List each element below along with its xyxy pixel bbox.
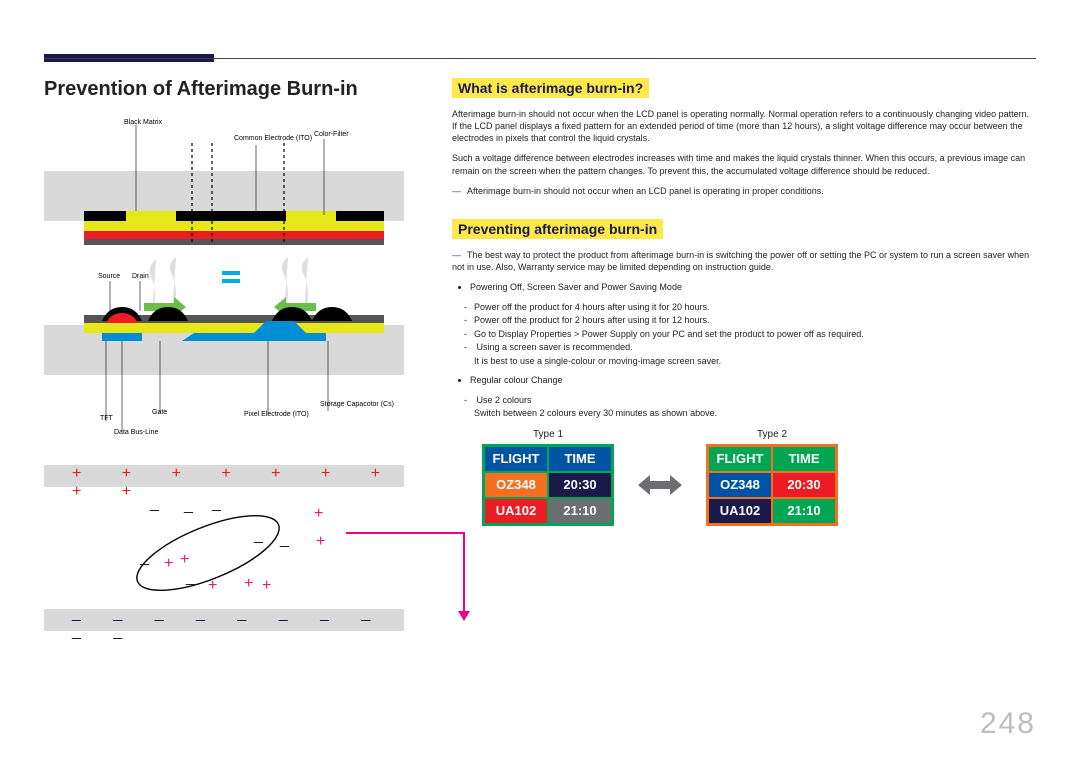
sub-list-2: Use 2 colours Switch between 2 colours e… — [452, 394, 1036, 421]
label-storage: Storage Capacotor (Cs) — [320, 401, 380, 408]
type2-label: Type 2 — [706, 429, 838, 440]
table-cell: 21:10 — [772, 498, 837, 525]
section1-dash: Afterimage burn-in should not occur when… — [452, 185, 1036, 197]
sub-list-1: Power off the product for 4 hours after … — [452, 301, 1036, 369]
section2-heading: Preventing afterimage burn-in — [452, 219, 663, 239]
table-cell: 20:30 — [548, 472, 613, 498]
charge-diagram: + + + + + + + + + _ _ _ + _ _ + _ + + _ … — [44, 465, 404, 655]
pink-arrow — [344, 525, 514, 625]
sub1a: Power off the product for 4 hours after … — [474, 301, 1036, 315]
bullet2: Regular colour Change — [470, 374, 1036, 388]
diagram-svg — [44, 115, 404, 461]
bullet-list-2: Regular colour Change — [452, 374, 1036, 388]
bullet-list-1: Powering Off, Screen Saver and Power Sav… — [452, 281, 1036, 295]
label-drain: Drain — [132, 273, 149, 280]
table-cell: UA102 — [708, 498, 773, 525]
label-common-electrode: Common Electrode (ITO) — [234, 135, 284, 142]
table-cell: 20:30 — [772, 472, 837, 498]
label-color-filter: Color-Filter — [314, 131, 349, 138]
sub2a-text: Use 2 colours — [477, 395, 532, 405]
sub2a-sub: Switch between 2 colours every 30 minute… — [474, 408, 717, 418]
table-cell: OZ348 — [708, 472, 773, 498]
type1-label: Type 1 — [482, 429, 614, 440]
flight-table-2: FLIGHTTIMEOZ34820:30UA10221:10 — [706, 444, 838, 526]
swap-arrow-icon — [638, 470, 682, 500]
sub1d: Using a screen saver is recommended. It … — [474, 341, 1036, 368]
sub1c: Go to Display Properties > Power Supply … — [474, 328, 1036, 342]
table-cell: TIME — [772, 445, 837, 472]
top-rule — [44, 58, 1036, 59]
label-pixel-electrode: Pixel Electrode (ITO) — [244, 411, 309, 418]
section1-heading: What is afterimage burn-in? — [452, 78, 649, 98]
section2-dash: The best way to protect the product from… — [452, 249, 1036, 273]
sub1d-text: Using a screen saver is recommended. — [477, 342, 633, 352]
label-black-matrix: Black Matrix — [124, 119, 162, 126]
table-cell: FLIGHT — [708, 445, 773, 472]
table-cell: UA102 — [484, 498, 549, 525]
label-tft: TFT — [100, 415, 113, 422]
right-column: What is afterimage burn-in? Afterimage b… — [452, 78, 1036, 655]
page-layout: Prevention of Afterimage Burn-in — [44, 78, 1036, 655]
type2-block: Type 2 FLIGHTTIMEOZ34820:30UA10221:10 — [706, 429, 838, 526]
table-cell: OZ348 — [484, 472, 549, 498]
lcd-cross-section-diagram: Black Matrix Common Electrode (ITO) Colo… — [44, 115, 404, 461]
sub1d-sub: It is best to use a single-colour or mov… — [474, 356, 721, 366]
section1-para2: Such a voltage difference between electr… — [452, 152, 1036, 176]
table-cell: 21:10 — [548, 498, 613, 525]
flight-tables-row: Type 1 FLIGHTTIMEOZ34820:30UA10221:10 Ty… — [482, 429, 1036, 526]
table-cell: TIME — [548, 445, 613, 472]
page-title: Prevention of Afterimage Burn-in — [44, 78, 424, 101]
bullet1: Powering Off, Screen Saver and Power Sav… — [470, 281, 1036, 295]
left-column: Prevention of Afterimage Burn-in — [44, 78, 424, 655]
page-number: 248 — [980, 707, 1036, 741]
flight-table-1: FLIGHTTIMEOZ34820:30UA10221:10 — [482, 444, 614, 526]
label-source: Source — [98, 273, 120, 280]
label-gate: Gate — [152, 409, 167, 416]
sub2a: Use 2 colours Switch between 2 colours e… — [474, 394, 1036, 421]
sub1b: Power off the product for 2 hours after … — [474, 314, 1036, 328]
label-data-bus: Data Bus-Line — [114, 429, 158, 436]
type1-block: Type 1 FLIGHTTIMEOZ34820:30UA10221:10 — [482, 429, 614, 526]
section1-para1: Afterimage burn-in should not occur when… — [452, 108, 1036, 144]
table-cell: FLIGHT — [484, 445, 549, 472]
